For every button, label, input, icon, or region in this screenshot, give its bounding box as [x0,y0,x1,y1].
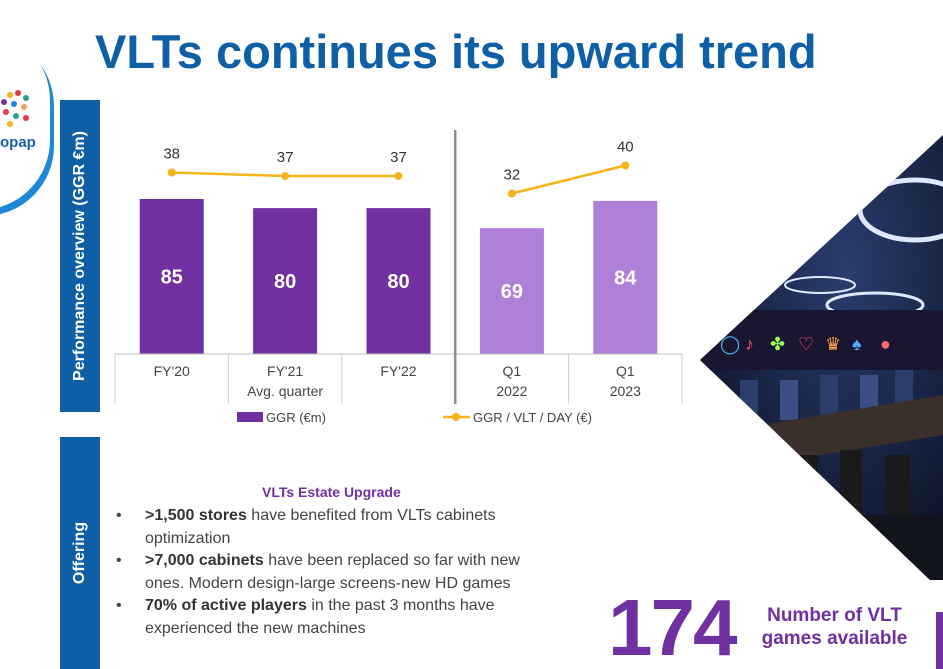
x-tick-label: Q1 [503,363,522,379]
bullet-highlight: 70% of active players [145,597,307,614]
bar [593,200,658,354]
logo-text: opap [0,134,36,151]
x-tick-label: 2022 [496,383,527,399]
performance-section-label: Performance overview (GGR €m) [60,100,100,412]
x-tick-label: Avg. quarter [247,383,323,399]
line-value-label: 40 [617,139,634,156]
bullet-text: have been replaced so far with new ones.… [145,552,520,592]
svg-text:◯: ◯ [720,334,740,355]
line-value-label: 37 [277,149,294,166]
line-value-label: 38 [163,146,180,163]
x-tick-label: FY'20 [154,363,190,379]
bar-value-label: 84 [614,267,637,289]
line-point [394,172,403,180]
performance-chart: 85 80 80 69 84 FY'20 FY'21 Avg. quarter FY'22 Q1 2… [114,130,683,425]
svg-text:♠: ♠ [852,334,862,354]
line-point [507,189,516,198]
line-point [167,168,176,177]
legend-line-label: GGR / VLT / DAY (€) [473,410,592,425]
bar [366,208,431,354]
corner-accent [936,612,943,669]
logo-star-icon [1,90,29,127]
offering-section-label: Offering [60,437,100,669]
bar-value-label: 80 [274,271,296,293]
bullet-text: in the past 3 months have experienced th… [145,597,495,637]
page-title: VLTs continues its upward trend [95,25,817,78]
svg-text:♡: ♡ [798,334,814,354]
bar-value-label: 85 [161,267,183,289]
x-tick-label: FY'22 [380,363,416,379]
legend-bar-label: GGR (€m) [266,410,326,425]
legend-line-marker [452,413,460,421]
bar [139,199,204,354]
line-point [281,172,290,180]
offering-title: VLTs Estate Upgrade [262,484,401,500]
offering-bullet: >7,000 cabinets have been replaced so fa… [112,550,557,595]
x-tick-label: Q1 [616,363,635,379]
x-tick-label: 2023 [610,383,641,399]
bar-value-label: 80 [387,271,409,293]
line-value-label: 32 [504,167,521,184]
games-count-caption: Number of VLT games available [761,605,908,649]
svg-text:✤: ✤ [770,334,785,354]
offering-bullet: >1,500 stores have benefited from VLTs c… [112,505,557,550]
line-value-label: 37 [390,149,407,166]
offering-bullet: 70% of active players in the past 3 mont… [112,595,557,640]
svg-text:♛: ♛ [825,334,841,354]
legend-bar-swatch [237,412,263,422]
bullet-highlight: >1,500 stores [145,507,247,524]
gaming-hall-photo: ◯ ♪ ✤ ♡ ♛ ♠ ● [700,135,943,580]
bar [479,228,544,354]
line-point [621,161,630,170]
bar [253,208,318,354]
bar-value-label: 69 [501,281,523,303]
offering-bullet-list: >1,500 stores have benefited from VLTs c… [112,505,557,640]
x-tick-label: FY'21 [267,363,303,379]
svg-text:●: ● [880,334,891,354]
offering-label-text: Offering [71,521,88,585]
bullet-text: have benefited from VLTs cabinets optimi… [145,507,496,547]
games-count: 174 [608,583,737,669]
series-line [511,164,626,195]
bullet-highlight: >7,000 cabinets [145,552,264,569]
opap-logo: opap [0,30,60,220]
svg-text:♪: ♪ [745,334,754,354]
